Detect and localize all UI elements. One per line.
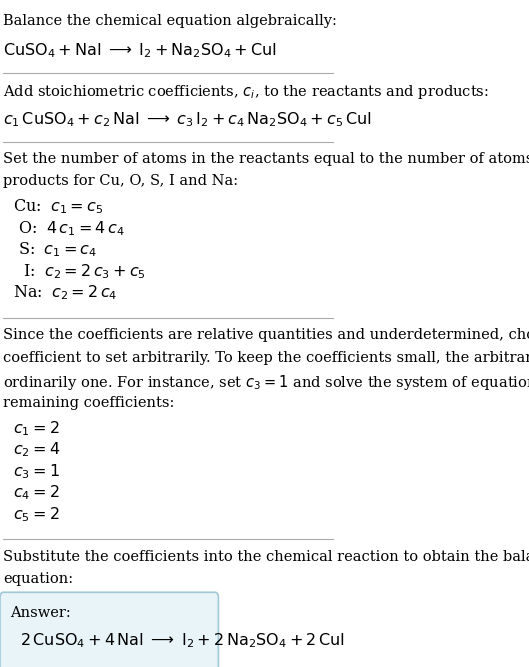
Text: $2\,\mathrm{CuSO_4} + 4\,\mathrm{NaI} \;\longrightarrow\; \mathrm{I_2} + 2\,\mat: $2\,\mathrm{CuSO_4} + 4\,\mathrm{NaI} \;… <box>20 631 345 650</box>
FancyBboxPatch shape <box>0 592 218 667</box>
Text: Set the number of atoms in the reactants equal to the number of atoms in the: Set the number of atoms in the reactants… <box>3 152 529 166</box>
Text: Add stoichiometric coefficients, $c_i$, to the reactants and products:: Add stoichiometric coefficients, $c_i$, … <box>3 83 489 101</box>
Text: $\mathrm{CuSO_4 + NaI} \;\longrightarrow\; \mathrm{I_2 + Na_2SO_4 + CuI}$: $\mathrm{CuSO_4 + NaI} \;\longrightarrow… <box>3 41 277 60</box>
Text: O: $\;4\,c_1 = 4\,c_4$: O: $\;4\,c_1 = 4\,c_4$ <box>13 219 125 237</box>
Text: Since the coefficients are relative quantities and underdetermined, choose a: Since the coefficients are relative quan… <box>3 328 529 342</box>
Text: equation:: equation: <box>3 572 74 586</box>
Text: $c_1\,\mathrm{CuSO_4} + c_2\,\mathrm{NaI} \;\longrightarrow\; c_3\,\mathrm{I_2} : $c_1\,\mathrm{CuSO_4} + c_2\,\mathrm{NaI… <box>3 110 372 129</box>
Text: Na: $\;c_2 = 2\,c_4$: Na: $\;c_2 = 2\,c_4$ <box>13 283 118 302</box>
Text: Answer:: Answer: <box>10 606 71 620</box>
Text: $c_5 = 2$: $c_5 = 2$ <box>13 506 60 524</box>
Text: $c_2 = 4$: $c_2 = 4$ <box>13 440 61 459</box>
Text: $c_1 = 2$: $c_1 = 2$ <box>13 419 60 438</box>
Text: Substitute the coefficients into the chemical reaction to obtain the balanced: Substitute the coefficients into the che… <box>3 550 529 564</box>
Text: Balance the chemical equation algebraically:: Balance the chemical equation algebraica… <box>3 14 337 28</box>
Text: coefficient to set arbitrarily. To keep the coefficients small, the arbitrary va: coefficient to set arbitrarily. To keep … <box>3 351 529 365</box>
Text: ordinarily one. For instance, set $c_3 = 1$ and solve the system of equations fo: ordinarily one. For instance, set $c_3 =… <box>3 374 529 392</box>
Text: remaining coefficients:: remaining coefficients: <box>3 396 175 410</box>
Text: products for Cu, O, S, I and Na:: products for Cu, O, S, I and Na: <box>3 175 239 189</box>
Text: S: $\;c_1 = c_4$: S: $\;c_1 = c_4$ <box>13 240 97 259</box>
Text: $c_4 = 2$: $c_4 = 2$ <box>13 484 60 502</box>
Text: Cu: $\;c_1 = c_5$: Cu: $\;c_1 = c_5$ <box>13 197 104 216</box>
Text: I: $\;c_2 = 2\,c_3 + c_5$: I: $\;c_2 = 2\,c_3 + c_5$ <box>13 262 147 281</box>
Text: $c_3 = 1$: $c_3 = 1$ <box>13 462 60 481</box>
